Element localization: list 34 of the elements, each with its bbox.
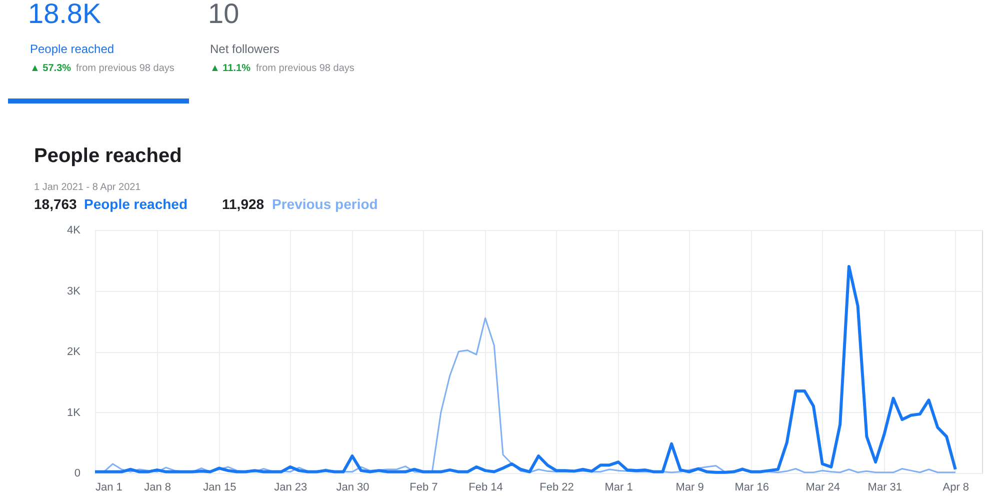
text: 10 xyxy=(208,0,240,29)
x-tick-label: Mar 31 xyxy=(868,482,902,494)
x-tick-label: Mar 16 xyxy=(734,482,770,494)
x-tick-label: Feb 22 xyxy=(540,482,574,494)
text: People reached xyxy=(84,196,188,212)
y-tick-label: 2K xyxy=(67,346,82,358)
x-tick-label: Mar 9 xyxy=(676,482,704,494)
text: ▲ 57.3% xyxy=(30,63,72,74)
x-tick-label: Mar 1 xyxy=(604,482,633,494)
chart-title: People reached xyxy=(34,145,182,167)
text: 11,928 xyxy=(222,196,264,212)
text: Previous period xyxy=(272,196,378,212)
x-tick-label: Apr 8 xyxy=(942,482,970,494)
line-series xyxy=(94,264,957,474)
text: ▲ 11.1% xyxy=(210,63,251,74)
text: from previous 98 days xyxy=(256,63,354,74)
x-tick-label: Jan 8 xyxy=(144,482,172,494)
y-tick-label: 4K xyxy=(67,224,82,236)
y-tick-label: 1K xyxy=(67,406,82,419)
x-tick-label: Feb 7 xyxy=(410,482,438,494)
text: 18,763 xyxy=(34,196,78,212)
text: People reached xyxy=(30,42,114,56)
text: 18.8K xyxy=(28,0,102,29)
text: Net followers xyxy=(210,42,280,56)
y-tick-label: 0 xyxy=(74,468,80,480)
y-tick-label: 3K xyxy=(67,285,82,298)
x-tick-label: Jan 23 xyxy=(274,482,308,494)
x-tick-label: Mar 24 xyxy=(806,482,840,494)
x-tick-label: Feb 14 xyxy=(468,482,503,494)
x-tick-label: Jan 30 xyxy=(336,482,370,494)
x-tick-label: Jan 15 xyxy=(203,482,236,494)
chart-subtitle: 1 Jan 2021 - 8 Apr 2021 xyxy=(34,182,142,193)
text: from previous 98 days xyxy=(76,63,174,74)
x-tick-label: Jan 1 xyxy=(96,482,122,494)
